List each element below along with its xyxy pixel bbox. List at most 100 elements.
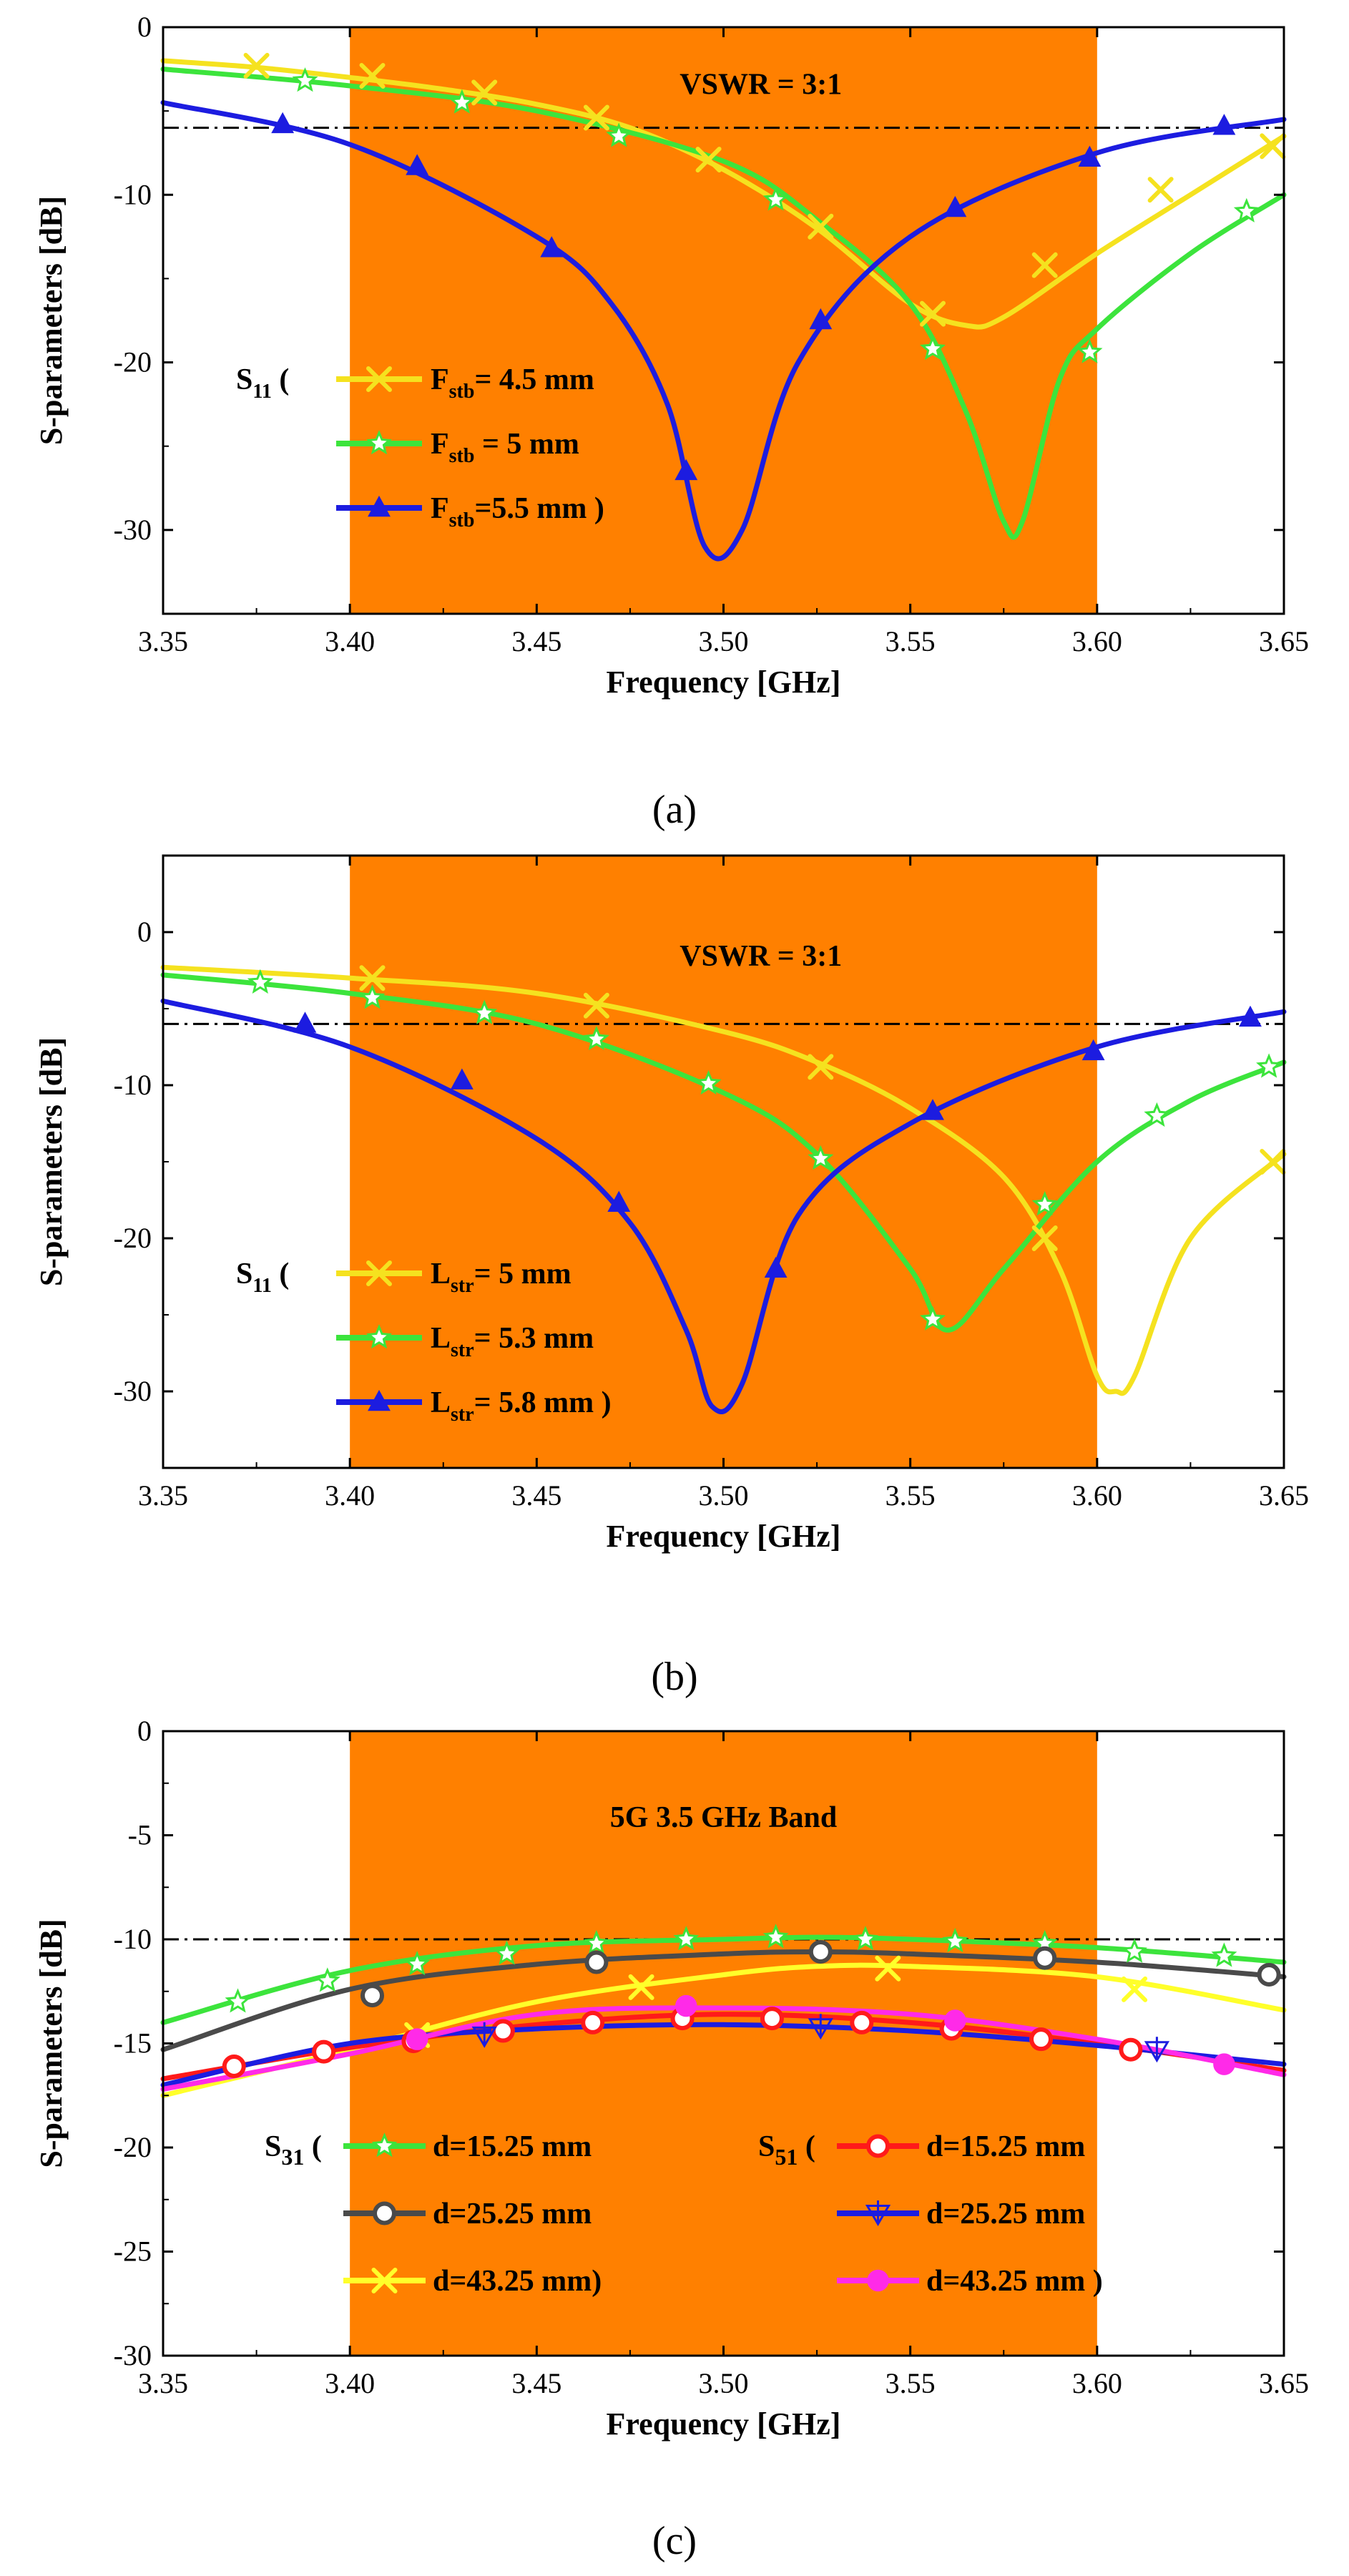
- frequency-band: [350, 27, 1097, 614]
- data-point: [808, 2014, 833, 2040]
- data-point: [762, 1924, 789, 1949]
- x-tick-label: 3.50: [699, 625, 749, 657]
- data-point: [764, 1256, 788, 1278]
- data-point: [404, 1951, 431, 1976]
- data-point: [674, 459, 698, 481]
- legend-label-tail: = 5.3 mm: [474, 1322, 594, 1355]
- data-point: [312, 2039, 336, 2064]
- x-axis-title: Frequency [GHz]: [607, 665, 841, 700]
- series-line-1: [160, 964, 1287, 1396]
- y-tick-label: 0: [137, 916, 152, 948]
- legend-label: d=15.25 mm: [926, 2130, 1085, 2163]
- series-markers-3: [271, 112, 1236, 481]
- data-point: [808, 1939, 833, 1964]
- legend-label-main: F: [431, 363, 449, 396]
- series-markers-2: [292, 67, 1260, 363]
- x-tick-label: 3.35: [138, 2367, 188, 2399]
- series-line-2: [160, 972, 1287, 1333]
- x-tick-label: 3.65: [1259, 1479, 1309, 1512]
- data-point: [919, 1306, 946, 1331]
- data-point: [808, 1054, 834, 1080]
- legend-group-tail: (: [798, 2130, 815, 2163]
- data-point: [675, 1994, 697, 2017]
- data-point: [471, 2022, 497, 2048]
- y-axis-title: S-parameters [dB]: [34, 1037, 69, 1286]
- data-point: [225, 1988, 251, 2013]
- data-point: [583, 1025, 609, 1051]
- legend-label-sub: stb: [449, 445, 475, 467]
- charts-group: 3.35 3.40 3.45 3.50 3.55 3.60 3.65 0 -10 -20 -30 Fr…: [34, 11, 1309, 2563]
- data-point: [1211, 1942, 1237, 1967]
- legend-label-main: L: [431, 1386, 451, 1419]
- data-point: [919, 335, 946, 361]
- x-axis-title: Frequency [GHz]: [607, 1519, 841, 1554]
- x-tick-label: 3.40: [325, 1479, 375, 1512]
- data-point: [584, 1950, 609, 1974]
- legend-label: Lstr= 5.8 mm ): [431, 1386, 612, 1426]
- legend-swatch-marker: [371, 2268, 398, 2293]
- legend-prefix: S11 (: [236, 1258, 289, 1297]
- data-point: [494, 1940, 520, 1965]
- legend-swatch-marker: [366, 366, 392, 392]
- legend-label-sub: str: [451, 1275, 474, 1297]
- data-point: [1233, 197, 1260, 222]
- data-point: [583, 1929, 609, 1955]
- data-point: [944, 2009, 966, 2032]
- legend-label-main: F: [431, 492, 449, 525]
- annotation: VSWR = 3:1: [680, 940, 842, 973]
- data-point: [581, 2010, 605, 2034]
- legend-label-tail: = 5 mm: [474, 1258, 572, 1291]
- series-markers-2: [247, 969, 1282, 1331]
- legend-label-sub: stb: [449, 381, 475, 403]
- data-point: [247, 969, 273, 994]
- x-tick-label: 3.60: [1072, 625, 1122, 657]
- y-tick-label: -20: [114, 2131, 152, 2163]
- legend-group-prefix: S51 (: [758, 2130, 815, 2170]
- x-tick-label: 3.35: [138, 1479, 188, 1512]
- y-axis-title: S-parameters [dB]: [34, 1919, 69, 2168]
- data-point: [1212, 114, 1236, 135]
- data-point: [606, 122, 632, 147]
- data-point: [359, 984, 386, 1009]
- series-markers-5: [471, 2014, 1170, 2063]
- data-point: [406, 154, 429, 175]
- x-tick-label: 3.65: [1259, 2367, 1309, 2399]
- series-line-3: [160, 998, 1287, 1414]
- x-tick-label: 3.45: [511, 1479, 561, 1512]
- panel-caption: (c): [652, 2519, 697, 2563]
- data-point: [943, 195, 967, 217]
- panel-caption: (a): [652, 788, 697, 832]
- legend-swatch-marker: [368, 495, 391, 517]
- legend-group-main: S: [758, 2130, 775, 2163]
- data-point: [1260, 133, 1286, 160]
- data-point: [850, 2010, 874, 2034]
- series-line-1: [160, 1934, 1287, 2025]
- data-point: [243, 52, 270, 79]
- legend-label-tail: = 5.8 mm ): [474, 1386, 612, 1419]
- panel-caption: (b): [651, 1655, 697, 1699]
- legend-swatch-marker: [366, 430, 393, 455]
- y-tick-label: -20: [114, 1222, 152, 1254]
- chart-panel-3: 3.35 3.40 3.45 3.50 3.55 3.60 3.65 0 -5 -10 -15 -20…: [34, 1715, 1309, 2563]
- data-point: [314, 1967, 340, 1992]
- data-point: [471, 999, 498, 1024]
- data-point: [1031, 1225, 1058, 1251]
- data-point: [448, 89, 475, 114]
- data-point: [491, 2019, 515, 2043]
- series-line-6: [160, 2005, 1287, 2092]
- legend-label-main: F: [431, 428, 449, 461]
- data-point: [540, 236, 564, 258]
- legend-prefix: S11 (: [236, 363, 289, 403]
- data-point: [271, 112, 295, 134]
- data-point: [450, 1068, 474, 1089]
- legend-label: Lstr= 5 mm: [431, 1258, 572, 1297]
- data-point: [359, 965, 386, 991]
- y-tick-label: -30: [114, 514, 152, 546]
- data-point: [1029, 2027, 1053, 2052]
- x-tick-label: 3.60: [1072, 1479, 1122, 1512]
- annotation: VSWR = 3:1: [680, 69, 842, 102]
- data-point: [695, 1070, 722, 1095]
- legend-prefix-sub: 11: [252, 381, 271, 403]
